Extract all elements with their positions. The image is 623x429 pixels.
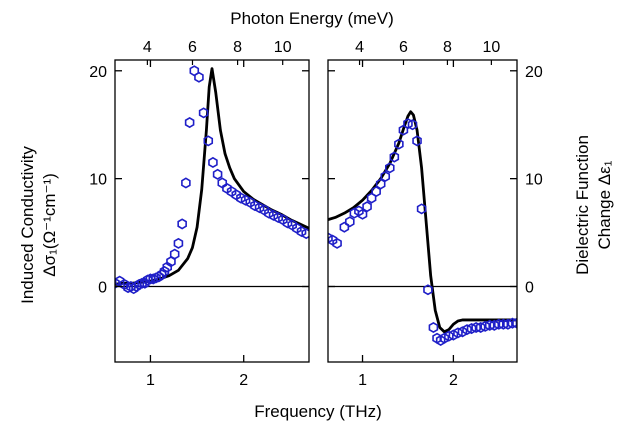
plot-frame [115, 60, 309, 362]
plot-frame [328, 60, 517, 362]
data-point [429, 323, 437, 332]
y-tick-label: 10 [89, 172, 107, 189]
data-point [195, 73, 203, 82]
top-tick-label: 10 [274, 39, 292, 56]
data-point [174, 239, 182, 248]
left-y-title-line2: Δσ₁(Ω⁻¹cm⁻¹) [40, 173, 59, 277]
top-tick-label: 8 [443, 39, 452, 56]
x-tick-label: 2 [239, 372, 248, 389]
top-tick-label: 8 [233, 39, 242, 56]
y-tick-label: 20 [525, 64, 543, 81]
top-tick-label: 6 [399, 39, 408, 56]
fit-curve [115, 69, 309, 285]
data-point [171, 250, 179, 259]
x-tick-label: 2 [449, 372, 458, 389]
y-tick-label: 20 [89, 64, 107, 81]
x-tick-label: 1 [358, 372, 367, 389]
x-axis-title: Frequency (THz) [254, 402, 382, 421]
top-tick-label: 4 [355, 39, 364, 56]
data-point [346, 217, 354, 226]
plot-area [111, 66, 310, 293]
right-y-title-line1: Dielectric Function [573, 135, 592, 275]
data-point [186, 118, 194, 127]
top-tick-label: 4 [143, 39, 152, 56]
right-y-title-line2: Change Δε₁ [595, 160, 614, 249]
left-y-title: Induced Conductivity Δσ₁(Ω⁻¹cm⁻¹) [18, 146, 59, 304]
fit-curve [328, 112, 517, 332]
right-panel: 1 2 4 6 8 10 0 10 20 [324, 39, 543, 389]
right-y-title: Dielectric Function Change Δε₁ [573, 135, 614, 275]
y-tick-label: 0 [98, 280, 107, 297]
data-point [209, 158, 217, 167]
top-tick-label: 10 [482, 39, 500, 56]
data-point [178, 219, 186, 228]
plot-area [324, 112, 521, 345]
y-tick-label: 10 [525, 172, 543, 189]
data-point [363, 202, 371, 211]
left-y-title-line1: Induced Conductivity [18, 146, 37, 304]
data-point [182, 178, 190, 187]
left-panel: 1 2 4 6 8 10 0 10 20 [89, 39, 310, 389]
top-tick-label: 6 [188, 39, 197, 56]
y-tick-label: 0 [525, 280, 534, 297]
data-point [214, 170, 222, 179]
top-axis-title: Photon Energy (meV) [230, 9, 393, 28]
x-tick-label: 1 [146, 372, 155, 389]
